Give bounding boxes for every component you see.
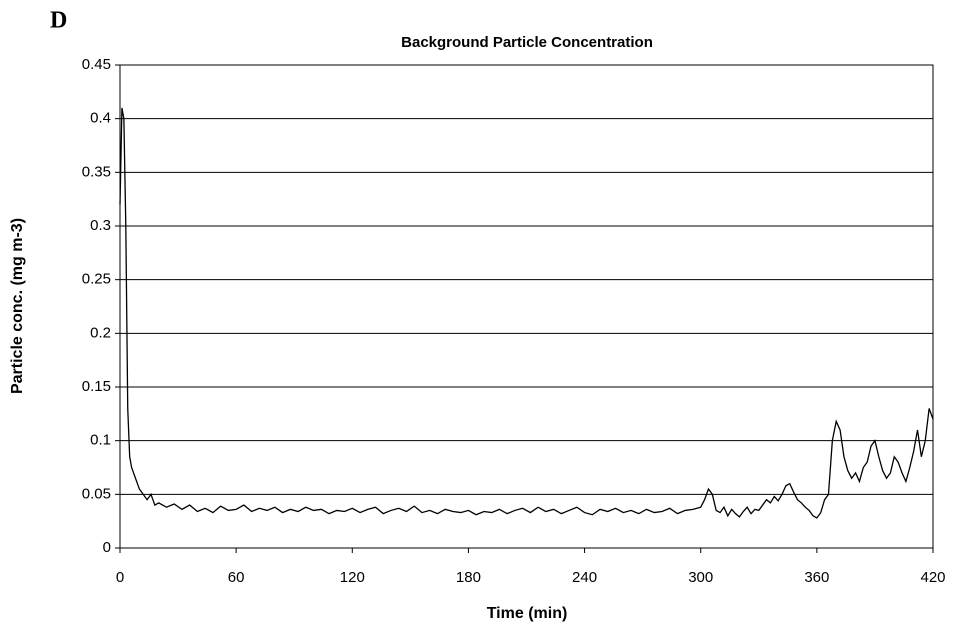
- data-line: [119, 107, 934, 519]
- x-tick-label: 420: [920, 569, 945, 586]
- chart-title: Background Particle Concentration: [401, 34, 653, 51]
- x-tick-label: 360: [804, 569, 829, 586]
- x-axis-label: Time (min): [487, 605, 568, 622]
- y-tick-label: 0.45: [82, 56, 111, 73]
- y-axis-label: Particle conc. (mg m-3): [9, 218, 26, 394]
- plot-frame: [119, 64, 934, 549]
- x-tick-label: 300: [688, 569, 713, 586]
- y-tick-label: 0.15: [82, 378, 111, 395]
- y-tick-label: 0.25: [82, 271, 111, 288]
- x-tick-label: 120: [340, 569, 365, 586]
- x-tick-label: 0: [116, 569, 124, 586]
- panel-label: D: [50, 8, 67, 34]
- y-tick-label: 0.4: [90, 110, 111, 127]
- y-tick-label: 0.2: [90, 324, 111, 341]
- y-tick-label: 0.3: [90, 217, 111, 234]
- x-tick-label: 180: [456, 569, 481, 586]
- x-tick-label: 240: [572, 569, 597, 586]
- y-tick-label: 0.1: [90, 432, 111, 449]
- x-tick-label: 60: [228, 569, 245, 586]
- y-tick-label: 0: [103, 539, 111, 556]
- y-tick-label: 0.05: [82, 485, 111, 502]
- y-tick-label: 0.35: [82, 163, 111, 180]
